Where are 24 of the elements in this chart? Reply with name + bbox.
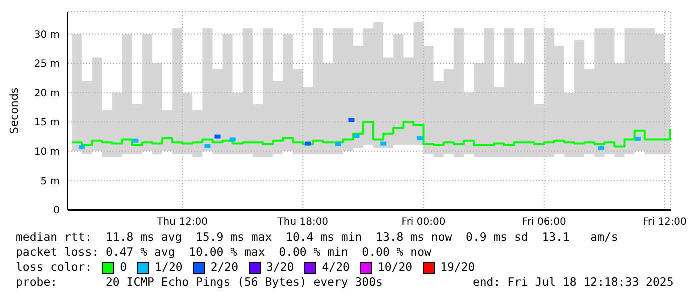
y-tick-label: 10 m [34,146,60,158]
legend-label: 3/20 [266,260,294,275]
x-tick-label: Thu 12:00 [156,217,208,228]
y-tick-label: 15 m [34,118,60,129]
legend-label: 1/20 [154,260,183,275]
text: packet loss: 0.47 % avg 10.00 % max 0.00 % min 0.00 % now [16,245,432,260]
x-tick-label: Fri 00:00 [402,217,446,228]
legend-label: 19/20 [440,260,476,275]
y-tick-label: 0 [54,206,60,217]
legend-label: 0 [119,260,128,275]
y-tick-label: 20 m [34,88,60,100]
y-tick-label: 5 m [40,176,60,188]
x-tick-label: Fri 12:00 [643,217,687,228]
x-tick-label: Thu 18:00 [276,217,329,228]
y-tick-label: 30 m [34,30,60,41]
legend-label: 4/20 [321,260,350,275]
legend-label: 10/20 [376,260,413,275]
y-axis-title: Seconds [8,88,21,134]
y-tick-label: 25 m [34,59,60,70]
legend-label: 2/20 [210,260,239,275]
text: probe: 20 ICMP Echo Pings (56 Bytes) every 300s end: Fri Jul 18 12:18:33 2025 [16,275,675,290]
x-tick-label: Fri 06:00 [522,217,566,228]
text: median rtt: 11.8 ms avg 15.9 ms max 10.4 ms min 13.8 ms now 0.9 ms sd 13.1 am/s [16,230,620,245]
legend-title: loss color: [16,260,92,275]
